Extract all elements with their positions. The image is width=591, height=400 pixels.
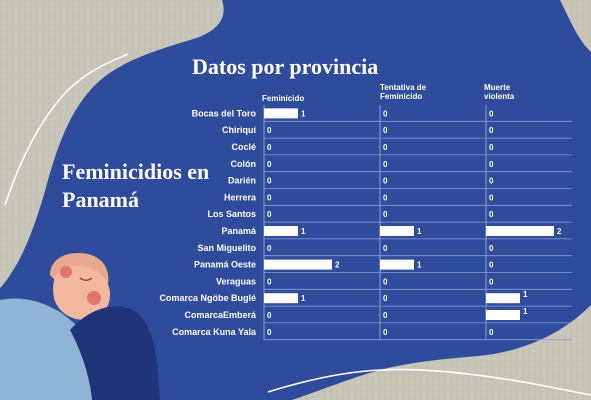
- value-label: 0: [383, 143, 388, 152]
- paper-right-strip: [560, 0, 591, 52]
- value-label: 0: [383, 193, 388, 202]
- value-label: 0: [489, 328, 494, 337]
- side-title: Feminicidios en Panamá: [62, 159, 210, 212]
- category-label: Chiriquí: [222, 125, 256, 135]
- category-label: Darién: [228, 176, 256, 186]
- value-label: 0: [267, 193, 272, 202]
- bar: [380, 259, 414, 270]
- value-label: 1: [417, 227, 422, 236]
- person-eye: [79, 277, 93, 281]
- category-label: Comarca Ngöbe Buglé: [159, 293, 256, 303]
- person-ear: [60, 266, 72, 278]
- bar: [486, 310, 520, 320]
- value-label: 0: [489, 143, 494, 152]
- value-label: 0: [383, 126, 388, 135]
- value-label: 1: [417, 261, 422, 270]
- column-header-feminicido: Feminicido: [262, 94, 305, 103]
- bar: [264, 226, 298, 236]
- value-label: 2: [557, 227, 562, 236]
- value-label: 0: [267, 277, 272, 286]
- value-label: 1: [523, 307, 528, 316]
- category-label: San Miguelito: [198, 243, 257, 253]
- person-shirt-light: [0, 298, 110, 400]
- value-label: 0: [489, 160, 494, 169]
- value-label: 0: [267, 160, 272, 169]
- person-cheek: [87, 291, 101, 305]
- value-label: 0: [383, 277, 388, 286]
- value-label: 0: [489, 126, 494, 135]
- value-label: 0: [383, 294, 388, 303]
- bar: [486, 293, 520, 304]
- value-label: 0: [383, 311, 388, 320]
- value-label: 0: [383, 328, 388, 337]
- category-label: Colón: [231, 159, 257, 169]
- person-face: [53, 265, 110, 320]
- category-label: Comarca Kuna Yala: [172, 327, 257, 337]
- value-label: 0: [489, 193, 494, 202]
- value-label: 0: [267, 328, 272, 337]
- value-label: 1: [301, 294, 306, 303]
- value-label: 1: [301, 109, 306, 118]
- column-header-tentativa: Tentativa de Feminicido: [380, 83, 427, 101]
- category-label: Veraguas: [216, 276, 256, 286]
- value-label: 0: [383, 109, 388, 118]
- category-label: Panamá: [221, 226, 257, 236]
- category-label: Herrera: [224, 192, 257, 202]
- value-label: 0: [489, 277, 494, 286]
- value-label: 0: [489, 261, 494, 270]
- category-label: ComarcaEmberá: [184, 310, 257, 320]
- value-label: 0: [267, 311, 272, 320]
- value-label: 0: [383, 210, 388, 219]
- person-shirt-dark: [70, 306, 160, 400]
- value-label: 0: [383, 244, 388, 253]
- decorative-line-bottom: [267, 368, 591, 396]
- value-label: 1: [523, 290, 528, 299]
- value-label: 0: [383, 160, 388, 169]
- bar: [486, 226, 554, 236]
- category-label: Panamá Oeste: [194, 260, 256, 270]
- bar: [264, 293, 298, 304]
- page-title: Datos por provincia: [192, 54, 379, 79]
- bar: [380, 226, 414, 236]
- category-label: Los Santos: [207, 209, 256, 219]
- paper-top-left: [0, 0, 224, 288]
- value-label: 0: [267, 143, 272, 152]
- value-label: 0: [267, 210, 272, 219]
- value-label: 2: [335, 261, 340, 270]
- bar: [264, 259, 332, 270]
- value-label: 0: [267, 126, 272, 135]
- value-label: 0: [383, 177, 388, 186]
- value-label: 0: [267, 177, 272, 186]
- value-label: 0: [489, 177, 494, 186]
- column-header-muerte-violenta: Muerte violenta: [484, 83, 515, 101]
- value-label: 0: [489, 210, 494, 219]
- value-label: 0: [489, 244, 494, 253]
- category-label: Coclé: [231, 142, 256, 152]
- value-label: 0: [489, 109, 494, 118]
- value-label: 0: [267, 244, 272, 253]
- paper-bottom-right: [292, 305, 591, 400]
- value-label: 1: [301, 227, 306, 236]
- category-label: Bocas del Toro: [192, 108, 257, 118]
- bar: [264, 108, 298, 119]
- decorative-line-left: [4, 53, 129, 206]
